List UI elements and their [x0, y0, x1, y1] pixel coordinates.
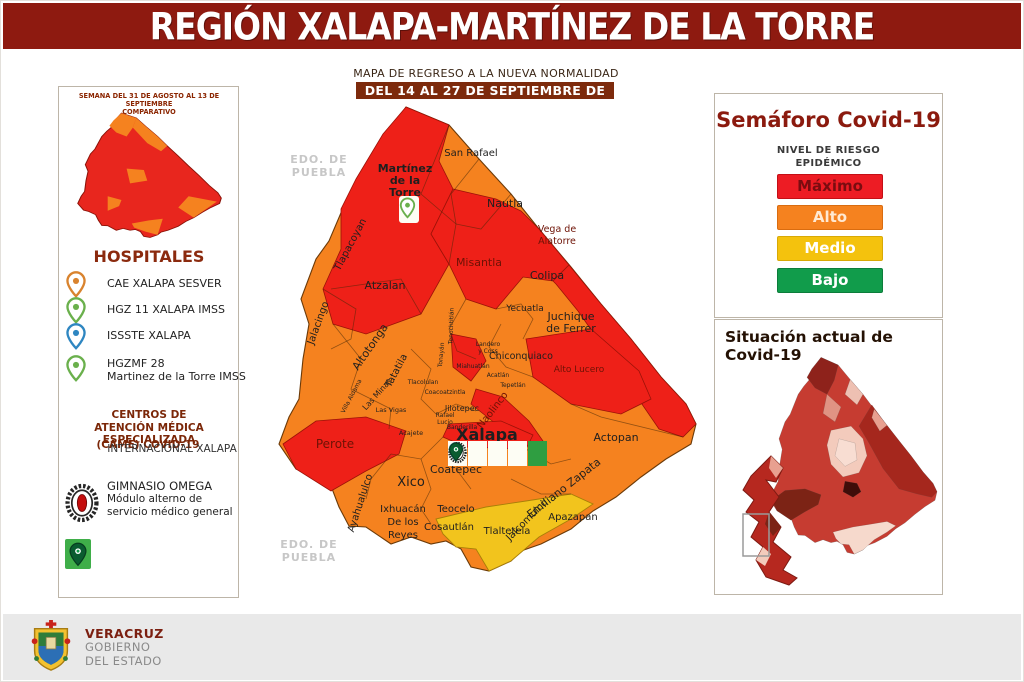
svg-text:PUEBLA: PUEBLA	[292, 166, 346, 179]
municipality-label: Banderilla	[447, 424, 478, 431]
municipality-label: Jilotepec	[444, 404, 479, 413]
municipality-label: Coatepec	[430, 463, 482, 476]
gym-omega-mini-icon	[448, 441, 527, 466]
hospital-name: CAE XALAPA SESVER	[107, 277, 222, 290]
svg-text:Torre: Torre	[389, 186, 421, 199]
veracruz-coat-of-arms	[31, 620, 71, 671]
municipality-label: Tenochtitlán	[447, 307, 455, 345]
municipality-label: Chiconquiaco	[489, 351, 553, 362]
svg-text:Lucio: Lucio	[437, 419, 453, 426]
map-pin-icon	[65, 297, 87, 324]
region-map-svg: EDO. DE PUEBLA EDO. DE PUEBLA Martínez d…	[278, 106, 697, 572]
svg-text:Reyes: Reyes	[388, 530, 418, 541]
footer-gobierno: GOBIERNO	[85, 640, 151, 654]
gym-desc: Módulo alterno de servicio médico genera…	[107, 493, 233, 518]
semaforo-subtitle: NIVEL DE RIESGO EPIDÉMICO	[776, 145, 881, 169]
municipality-label: Rafael	[436, 412, 455, 419]
svg-text:Alatorre: Alatorre	[538, 236, 576, 247]
footer-del-estado: DEL ESTADO	[85, 653, 162, 668]
footer-veracruz: VERACRUZ	[85, 626, 164, 641]
footer-text: VERACRUZ GOBIERNO DEL ESTADO	[85, 626, 164, 668]
municipality-label: Tepetlán	[499, 382, 526, 389]
municipality-label: Tonayán	[437, 342, 446, 369]
municipality-label: Xico	[397, 475, 425, 490]
came-heading: CENTROS DE ATENCIÓN MÉDICA ESPECIALIZADA	[94, 409, 204, 446]
page-title: REGIÓN XALAPA-MARTÍNEZ DE LA TORRE	[149, 4, 876, 48]
municipality-label: Acajete	[399, 429, 423, 437]
risk-level-medio: Medio	[777, 236, 883, 261]
municipality-label: Coacoatzintla	[425, 389, 466, 396]
municipality-label: Misantla	[456, 256, 502, 269]
gym-omega-logo-icon	[65, 483, 99, 523]
comparative-mini-map	[77, 112, 222, 238]
neighbor-label-puebla-bottom: EDO. DE	[280, 538, 337, 551]
svg-text:y Coss: y Coss	[478, 348, 498, 355]
municipality-label: Yecuatla	[505, 304, 544, 314]
municipality-label: Vega de	[538, 224, 577, 235]
municipality-label: San Rafael	[444, 148, 497, 159]
svg-text:De los: De los	[387, 517, 418, 528]
risk-level-maximo: Máximo	[777, 174, 883, 199]
green-pin-icon	[448, 441, 487, 466]
footer-bar: VERACRUZ GOBIERNO DEL ESTADO	[3, 614, 1021, 680]
situacion-choropleth-map	[769, 357, 938, 555]
municipality-label: Alto Lucero	[554, 365, 605, 375]
municipality-label: Las Vigas	[376, 406, 407, 414]
municipality-label: Juchique	[546, 310, 594, 323]
situacion-panel: Situación actual de Covid-19	[714, 319, 943, 595]
hospitals-title: HOSPITALES	[93, 247, 205, 266]
header-bar: REGIÓN XALAPA-MARTÍNEZ DE LA TORRE	[3, 3, 1021, 49]
hospital-name: HGZMF 28	[107, 357, 165, 370]
gym-name: GIMNASIO OMEGA	[107, 479, 213, 493]
neighbor-label-puebla-top: EDO. DE	[290, 153, 347, 166]
map-dates-banner: DEL 14 AL 27 DE SEPTIEMBRE DE 2020	[356, 82, 614, 115]
map-pin-icon	[65, 355, 87, 382]
municipality-label: Perote	[316, 437, 354, 451]
hospital-name: ISSSTE XALAPA	[107, 329, 191, 342]
municipality-label: Miahuatlán	[456, 363, 489, 370]
map-pin-icon	[65, 323, 87, 350]
municipality-label: Teocelo	[436, 504, 474, 515]
municipality-label: Tlaltetela	[483, 526, 531, 537]
came-glitch-text: INTERNACIONAL XALAPA	[107, 443, 237, 455]
svg-text:PUEBLA: PUEBLA	[282, 551, 336, 564]
comparative-title: SEMANA DEL 31 DE AGOSTO AL 13 DE SEPTIEM…	[78, 92, 220, 116]
svg-text:de Ferrer: de Ferrer	[546, 322, 596, 335]
municipality-label: Colipa	[530, 269, 564, 282]
situacion-title: Situación actual de Covid-19	[725, 328, 893, 364]
martinez-pin-icon	[399, 196, 419, 223]
semaforo-panel: Semáforo Covid-19 NIVEL DE RIESGO EPIDÉM…	[714, 93, 943, 318]
municipality-label: Ixhuacán	[380, 503, 426, 515]
dark-green-pin-icon	[449, 441, 547, 466]
region-map: EDO. DE PUEBLA EDO. DE PUEBLA Martínez d…	[271, 99, 701, 599]
municipality-label-martinez: Martínez	[378, 162, 433, 175]
xalapa-facility-icons	[448, 441, 547, 466]
municipality-label: Acatlán	[487, 372, 510, 379]
hospital-name: HGZ 11 XALAPA IMSS	[107, 303, 225, 316]
municipality-label: Cosautlán	[424, 521, 474, 533]
came-glitch-bold: (CAME) COVID-19	[96, 439, 200, 451]
risk-level-bajo: Bajo	[777, 268, 883, 293]
veracruz-state-mini-map	[742, 455, 798, 586]
map-pin-icon	[65, 271, 87, 298]
green-pin-icon	[65, 539, 91, 569]
comparative-panel: SEMANA DEL 31 DE AGOSTO AL 13 DE SEPTIEM…	[58, 86, 246, 598]
risk-level-alto: Alto	[777, 205, 883, 230]
municipality-label: Apazapan	[548, 512, 598, 523]
municipality-label: Nautla	[487, 197, 523, 210]
municipality-label: Actopan	[593, 431, 638, 444]
blue-pin-icon	[448, 441, 507, 466]
hospital-name-line2: Martinez de la Torre IMSS	[107, 370, 246, 383]
municipality-label: Tlacolulan	[407, 379, 439, 386]
municipality-label: Atzalan	[365, 279, 406, 292]
semaforo-title: Semáforo Covid-19	[716, 108, 941, 132]
municipality-label-xalapa: Xalapa	[456, 425, 518, 444]
municipality-label: Landero	[476, 341, 501, 348]
svg-text:de la: de la	[390, 174, 420, 187]
map-title: MAPA DE REGRESO A LA NUEVA NORMALIDAD	[353, 67, 619, 80]
